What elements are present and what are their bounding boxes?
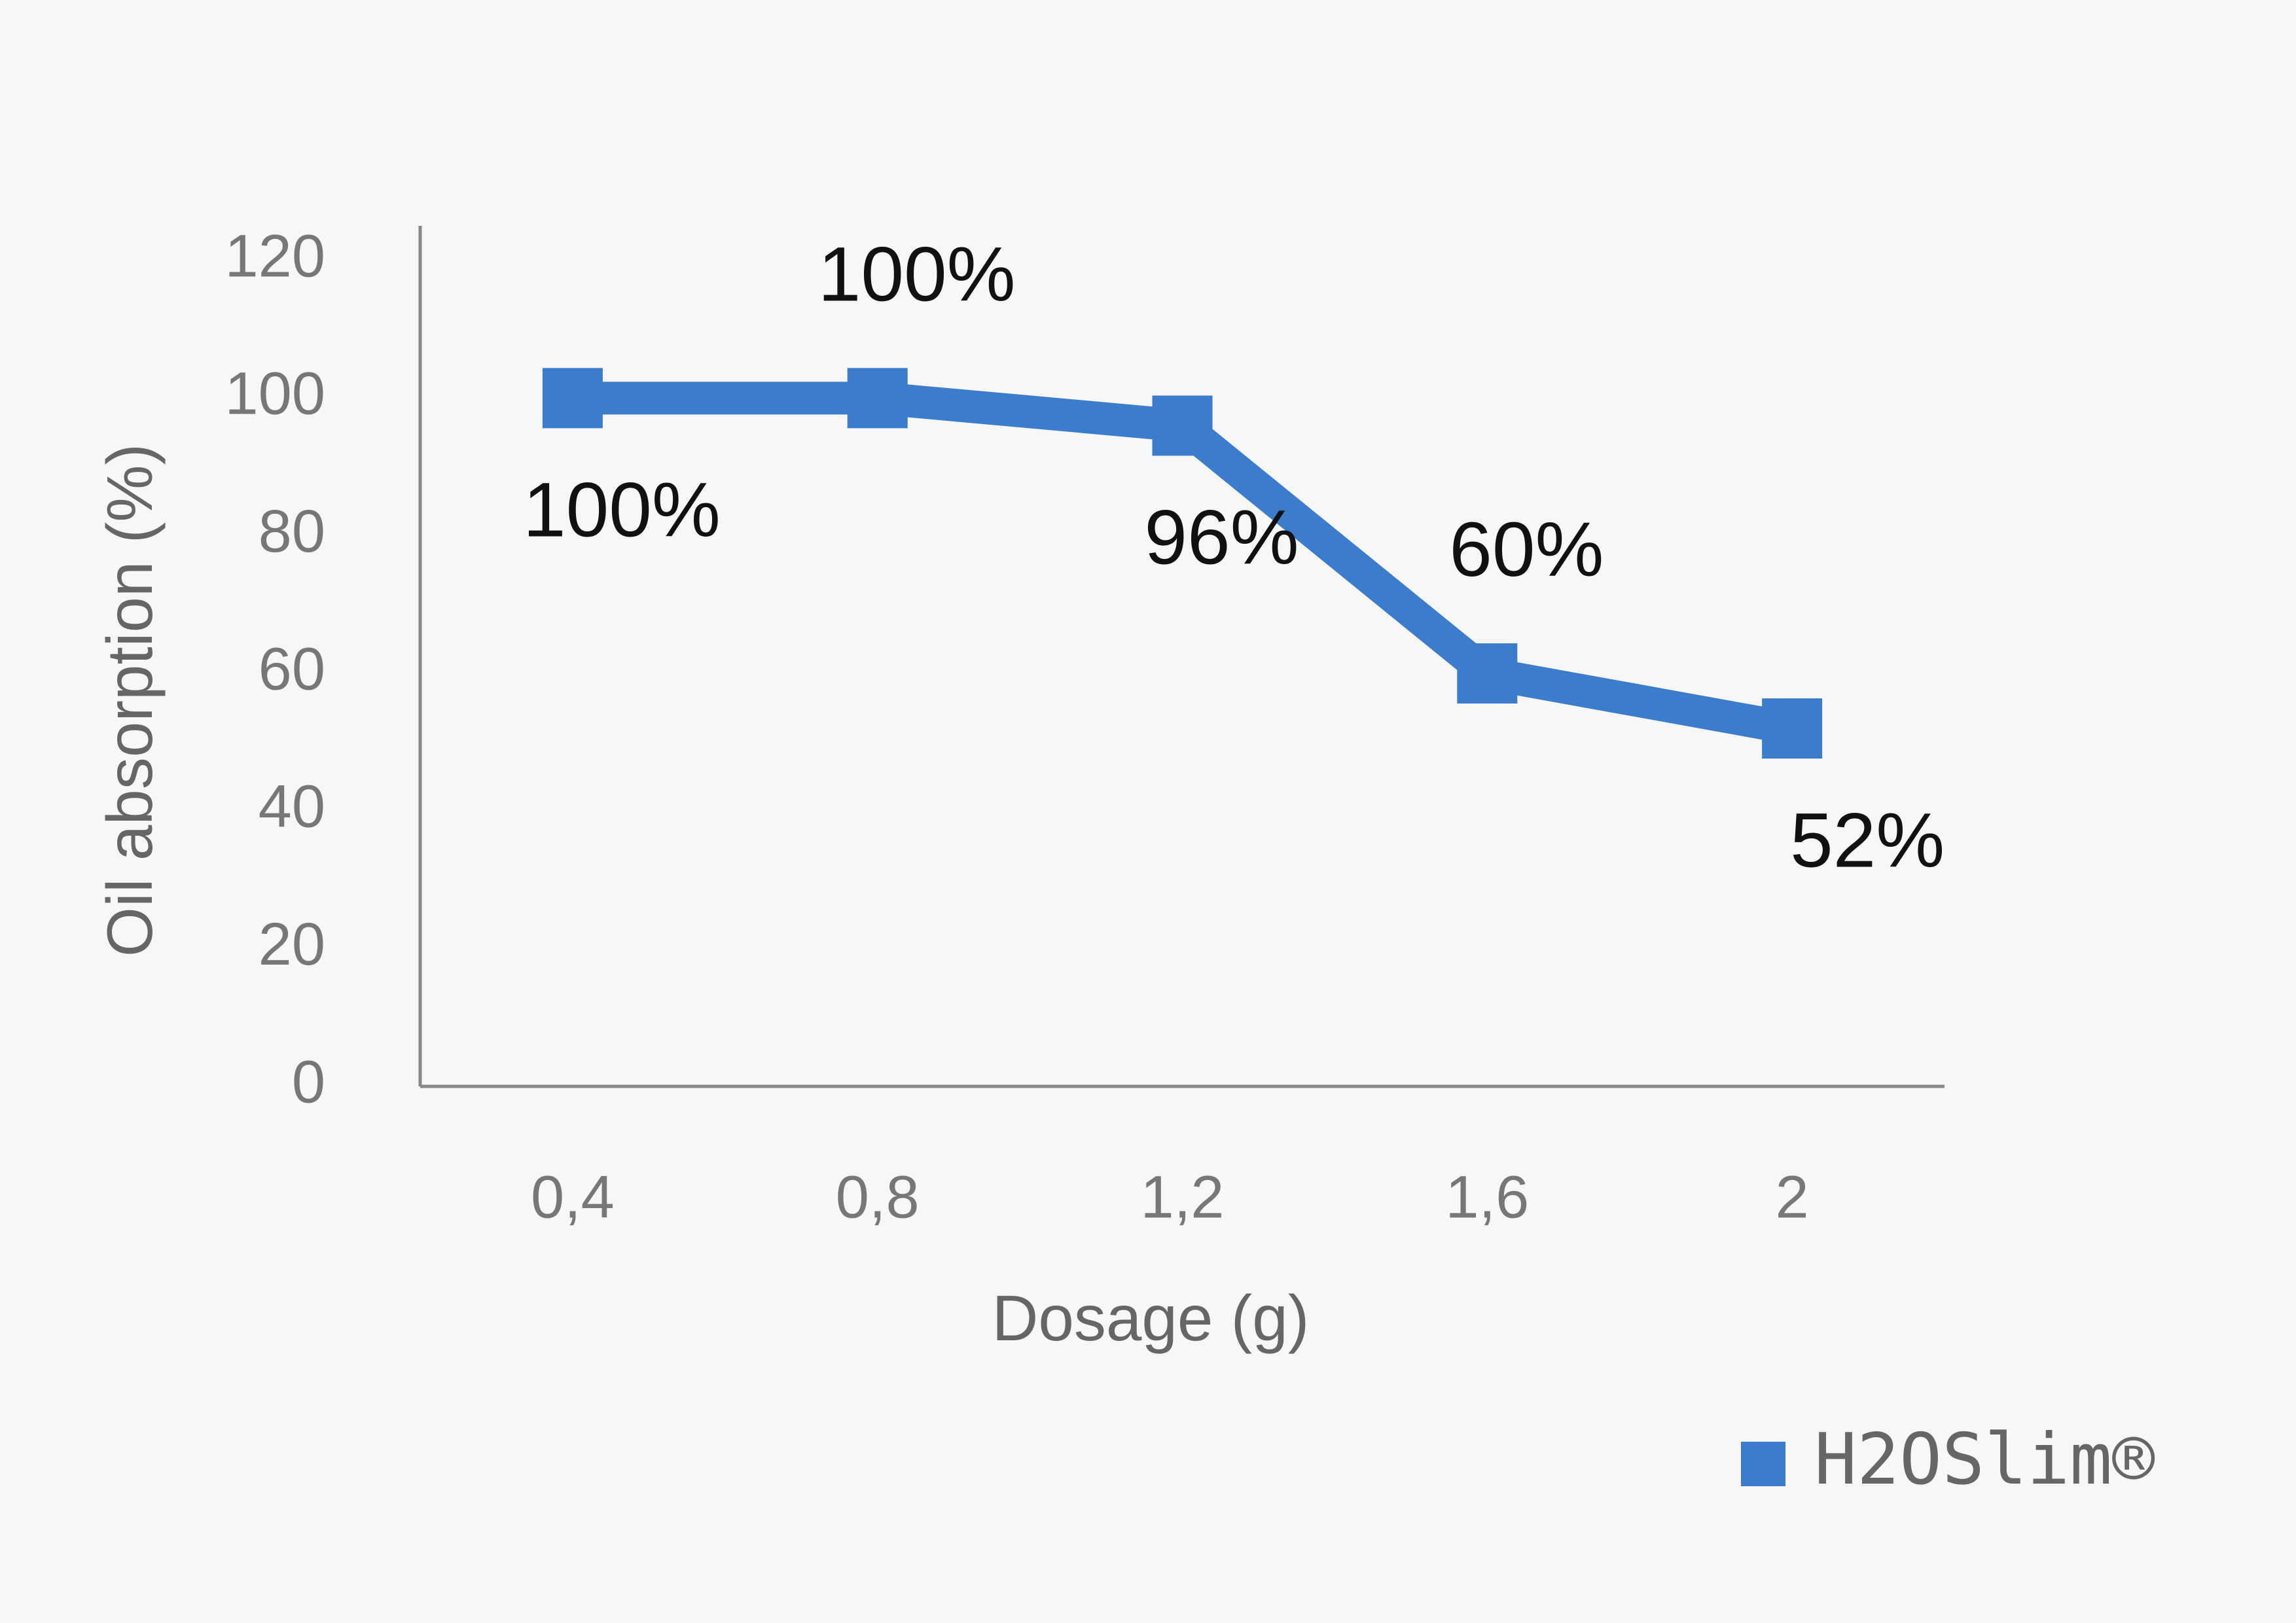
- x-tick-label: 0,8: [836, 1164, 920, 1230]
- data-label: 100%: [818, 232, 1016, 318]
- x-axis-title: Dosage (g): [992, 1282, 1310, 1354]
- data-label: 96%: [1144, 495, 1299, 581]
- x-tick-label: 0,4: [531, 1164, 615, 1230]
- x-tick-label: 1,2: [1141, 1164, 1225, 1230]
- y-tick-label: 100: [225, 361, 326, 427]
- data-label: 100%: [523, 467, 721, 554]
- data-marker: [542, 368, 603, 429]
- legend-label: H2OSlim®: [1814, 1419, 2155, 1501]
- x-tick-label: 1,6: [1445, 1164, 1529, 1230]
- y-tick-label: 40: [259, 774, 325, 840]
- y-axis-title: Oil absorption (%): [94, 444, 166, 957]
- y-tick-label: 60: [259, 635, 325, 702]
- data-label: 52%: [1790, 797, 1945, 883]
- data-label: 60%: [1449, 507, 1604, 593]
- x-tick-label: 2: [1776, 1164, 1809, 1230]
- y-tick-label: 0: [292, 1048, 325, 1115]
- data-marker: [1457, 643, 1518, 704]
- legend-marker: [1741, 1442, 1785, 1486]
- data-marker: [1152, 395, 1213, 456]
- y-tick-label: 120: [225, 223, 326, 289]
- data-marker: [1762, 698, 1823, 759]
- y-tick-label: 80: [259, 498, 325, 565]
- y-tick-label: 20: [259, 911, 325, 978]
- data-marker: [847, 368, 908, 429]
